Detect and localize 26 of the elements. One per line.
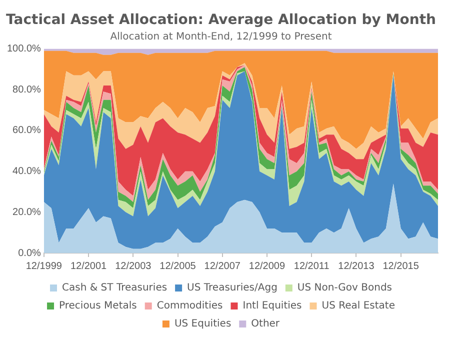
x-tick-label: 12/2001 <box>70 260 108 272</box>
legend-label: US Non-Gov Bonds <box>297 282 392 294</box>
chart-title: Tactical Asset Allocation: Average Allocation by Month <box>6 12 436 28</box>
x-tick-label: 12/1999 <box>26 260 62 272</box>
x-tick-label: 12/2005 <box>160 260 196 272</box>
chart-subtitle: Allocation at Month-End, 12/1999 to Present <box>110 31 332 42</box>
x-tick-label: 12/2015 <box>382 260 420 272</box>
y-tick-label: 100.0% <box>6 44 42 55</box>
legend-label: US Equities <box>174 318 232 330</box>
legend-label: Intl Equities <box>242 300 302 312</box>
legend-label: Commodities <box>156 300 223 312</box>
legend-label: Other <box>251 318 280 330</box>
x-tick-label: 12/2013 <box>338 260 375 272</box>
x-tick-label: 12/2011 <box>294 260 330 272</box>
x-tick-label: 12/2003 <box>115 260 152 272</box>
y-tick-label: 80.0% <box>12 84 42 96</box>
legend-label: US Real Estate <box>322 300 395 312</box>
y-tick-label: 60.0% <box>12 125 42 136</box>
x-tick-label: 12/2009 <box>248 260 286 272</box>
legend-label: Cash & ST Treasuries <box>62 282 168 294</box>
x-tick-label: 12/2007 <box>204 260 241 272</box>
legend-label: Precious Metals <box>59 300 137 312</box>
y-tick-label: 0.0% <box>18 248 42 259</box>
legend-label: US Treasuries/Agg <box>187 282 278 294</box>
y-tick-label: 40.0% <box>12 166 42 178</box>
y-tick-label: 20.0% <box>12 206 42 218</box>
